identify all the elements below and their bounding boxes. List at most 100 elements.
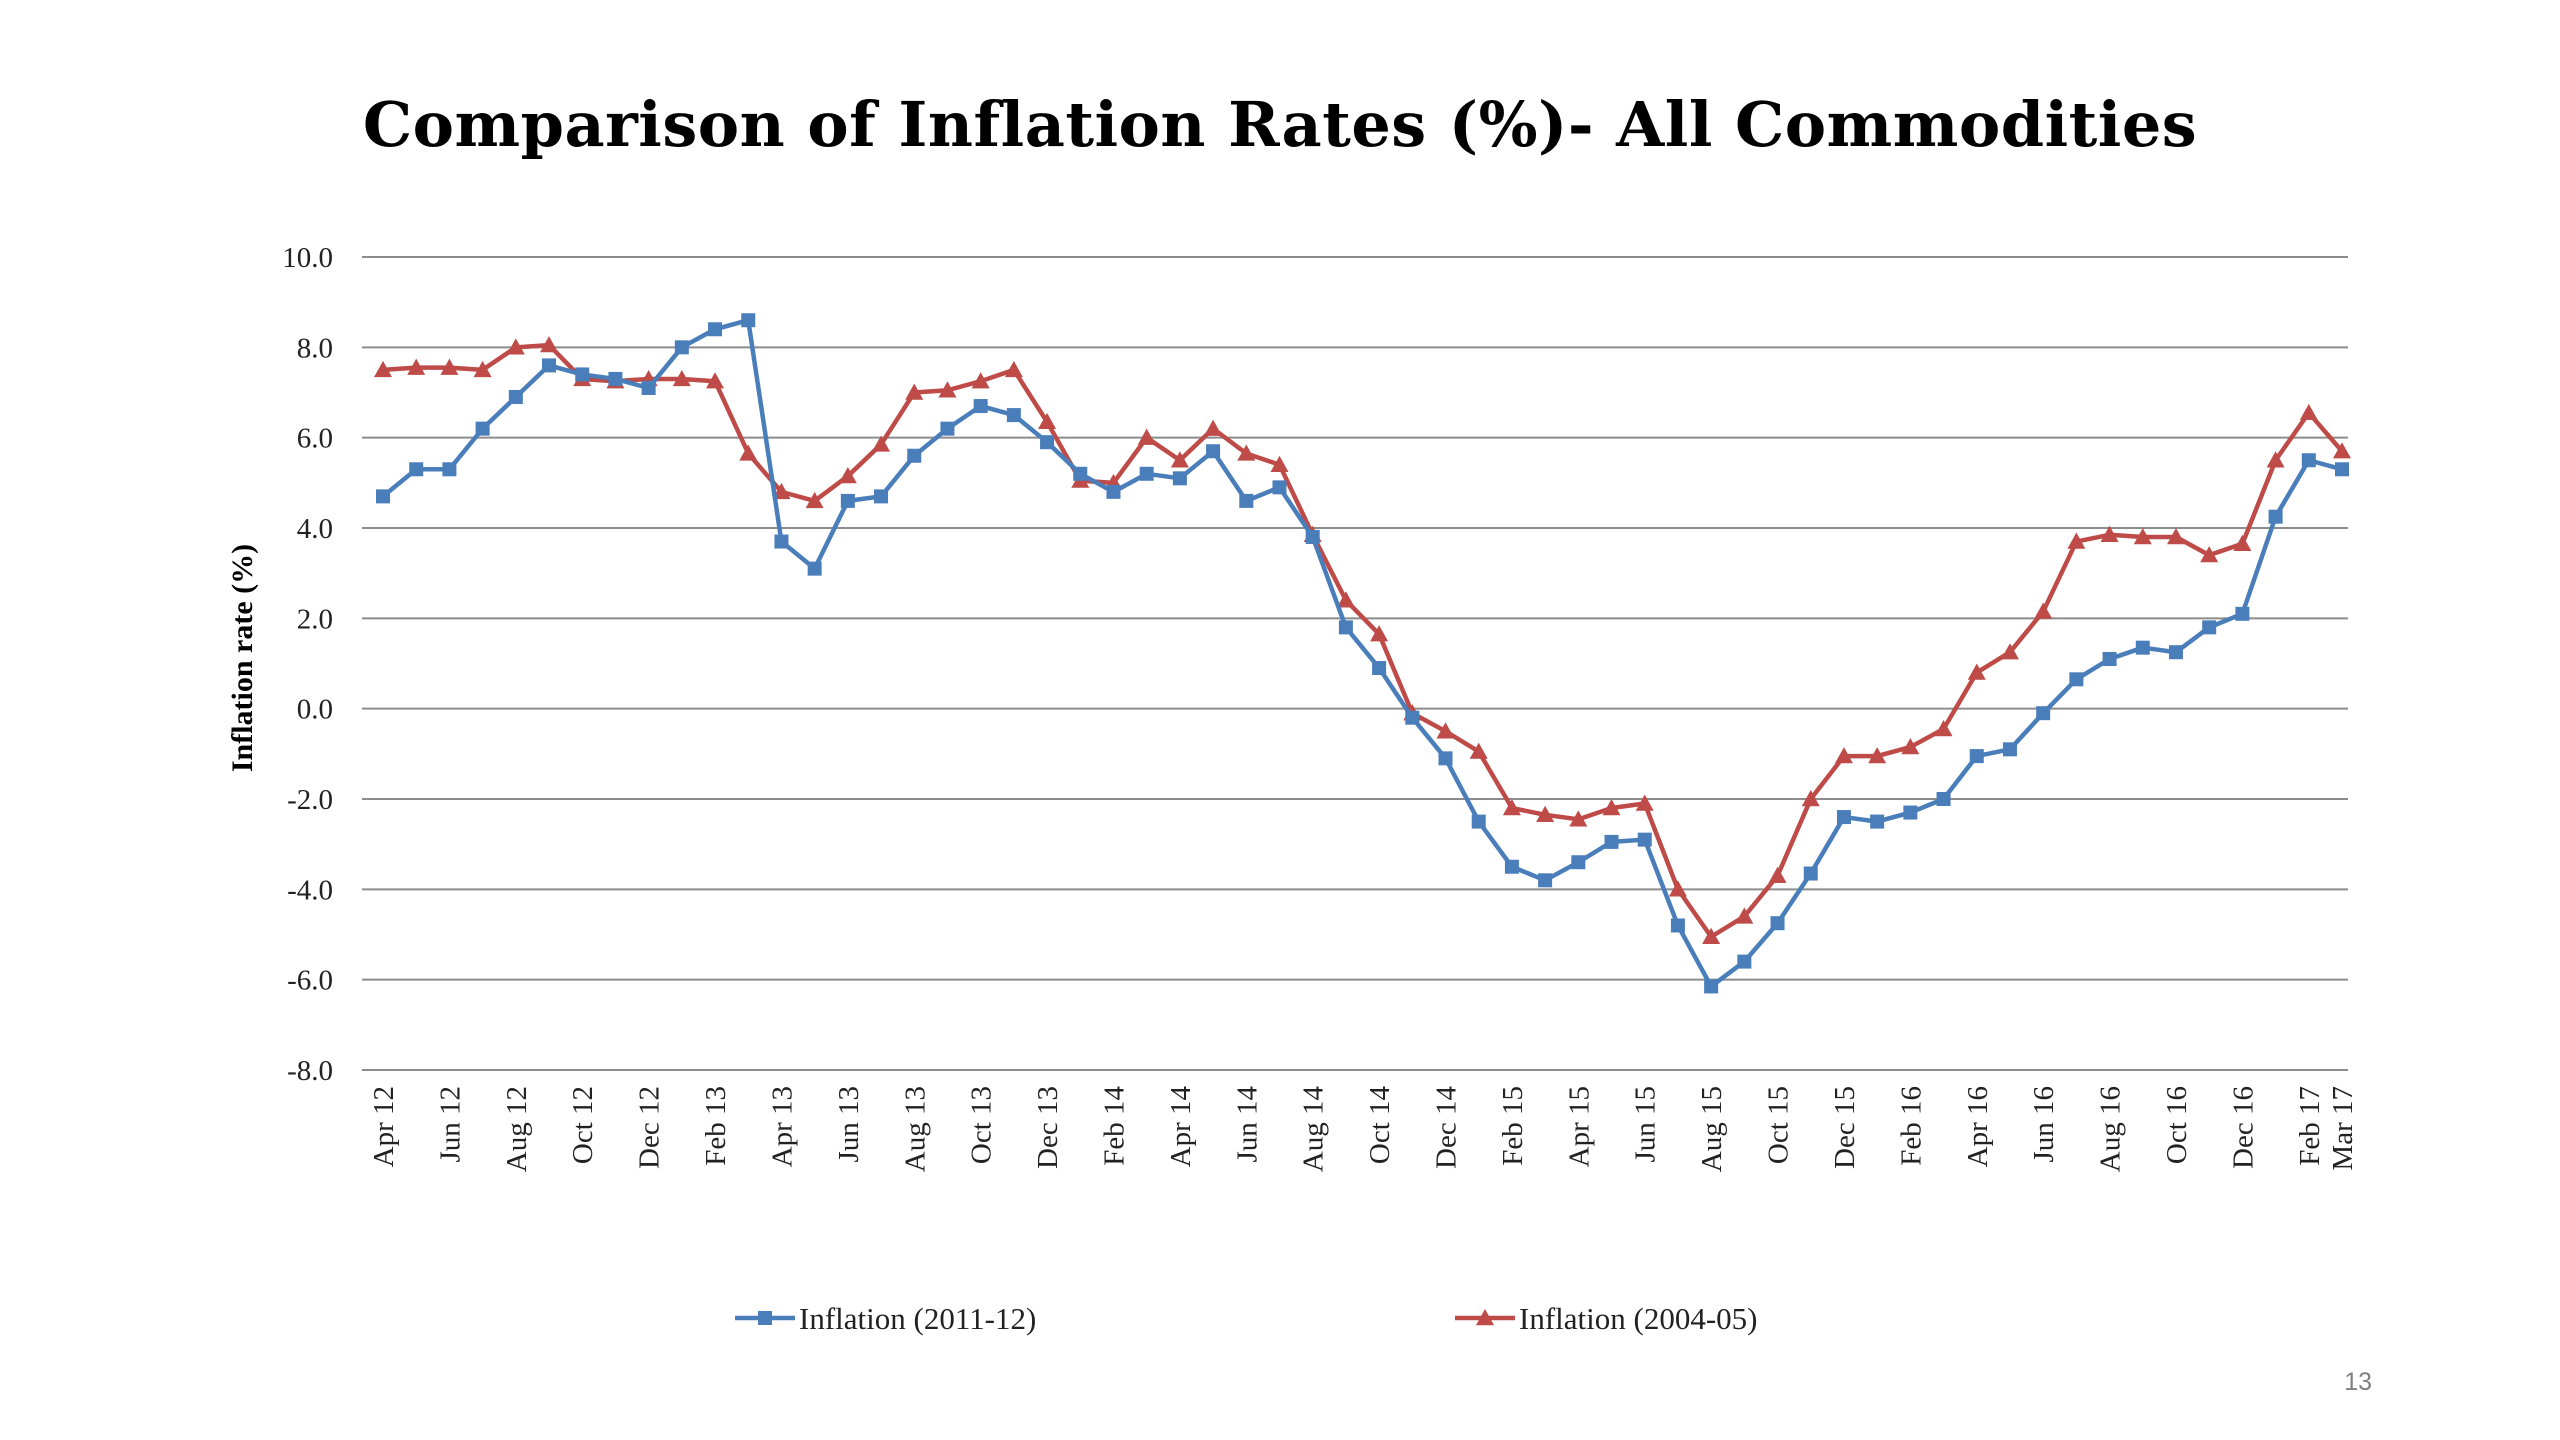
data-point — [2301, 453, 2316, 468]
y-tick-label: 4.0 — [297, 513, 333, 545]
data-point — [940, 421, 955, 436]
data-point — [971, 372, 990, 389]
x-tick-label: Aug 14 — [1298, 1086, 1330, 1173]
data-point — [1471, 814, 1486, 829]
x-tick-label: Oct 13 — [966, 1086, 998, 1164]
data-point — [2233, 534, 2252, 552]
y-tick-label: -4.0 — [287, 874, 333, 906]
y-tick-label: 10.0 — [282, 242, 333, 274]
data-point — [1834, 747, 1853, 764]
y-tick-label: 6.0 — [297, 423, 333, 455]
x-tick-label: Aug 13 — [899, 1086, 931, 1172]
legend: Inflation (2011-12) Inflation (2004-05) — [735, 1301, 1757, 1336]
x-tick-label: Feb 14 — [1098, 1086, 1130, 1166]
x-tick-label: Oct 12 — [567, 1086, 599, 1164]
x-tick-label: Jun 15 — [1630, 1086, 1662, 1163]
x-tick-label: Oct 16 — [2161, 1086, 2193, 1164]
data-point — [1604, 834, 1619, 849]
x-tick-label: Mar 17 — [2327, 1086, 2359, 1171]
data-point — [1172, 471, 1187, 486]
data-point — [1476, 1309, 1494, 1326]
data-point — [1836, 810, 1851, 825]
data-point — [1206, 444, 1221, 459]
data-point — [2235, 606, 2250, 621]
x-tick-label: Apr 15 — [1563, 1086, 1595, 1167]
data-point — [2200, 546, 2219, 563]
data-point — [1504, 859, 1519, 874]
x-tick-label: Apr 12 — [368, 1086, 400, 1167]
data-point — [1571, 855, 1586, 870]
x-axis-ticks: Apr 12 Jun 12 Aug 12 Oct 12 Dec 12 Feb 13 Apr … — [368, 1086, 2359, 1173]
data-point — [2166, 528, 2185, 545]
data-point — [2100, 525, 2119, 542]
data-point — [1768, 866, 1787, 883]
data-point — [1668, 880, 1687, 897]
x-tick-label: Aug 15 — [1696, 1086, 1728, 1172]
data-point — [2135, 640, 2150, 655]
data-point — [1139, 466, 1154, 481]
legend-label: Inflation (2004-05) — [1519, 1301, 1757, 1336]
data-point — [1170, 451, 1189, 468]
data-point — [1370, 625, 1389, 642]
data-point — [1239, 493, 1254, 508]
data-point — [1469, 742, 1488, 759]
data-point — [440, 358, 459, 375]
x-tick-label: Aug 12 — [501, 1086, 533, 1172]
x-tick-label: Aug 16 — [2095, 1086, 2127, 1172]
x-tick-label: Feb 16 — [1895, 1086, 1927, 1166]
data-point — [1969, 749, 1984, 764]
data-point — [1270, 455, 1289, 472]
x-tick-label: Oct 14 — [1364, 1086, 1396, 1165]
data-point — [1004, 360, 1023, 378]
data-point — [672, 369, 691, 387]
x-tick-label: Apr 14 — [1165, 1086, 1197, 1168]
data-point — [1803, 866, 1818, 881]
data-point — [475, 421, 490, 436]
data-point — [2168, 645, 2183, 660]
data-point — [907, 448, 922, 463]
data-point — [2268, 509, 2283, 524]
data-point — [758, 1311, 772, 1325]
x-tick-label: Feb 15 — [1497, 1086, 1529, 1166]
data-point — [1405, 710, 1420, 725]
data-point — [1106, 484, 1121, 499]
data-point — [2036, 706, 2051, 721]
data-point — [1438, 751, 1453, 766]
x-tick-label: Feb 13 — [700, 1086, 732, 1166]
data-point — [508, 390, 523, 405]
series-line — [382, 342, 2344, 940]
data-point — [2333, 442, 2351, 459]
chart-title: Comparison of Inflation Rates (%)- All C… — [362, 88, 2198, 161]
data-point — [973, 399, 988, 414]
data-point — [1602, 799, 1621, 816]
data-point — [2102, 651, 2117, 666]
data-point — [1006, 408, 1021, 423]
x-tick-label: Jun 12 — [434, 1086, 466, 1163]
y-tick-label: -2.0 — [287, 784, 333, 816]
x-tick-label: Oct 15 — [1763, 1086, 1795, 1164]
data-point — [2266, 451, 2285, 468]
x-tick-label: Dec 12 — [634, 1086, 666, 1169]
data-point — [608, 371, 623, 386]
data-point — [1936, 792, 1951, 806]
series-line — [381, 317, 2343, 989]
x-tick-label: Feb 17 — [2294, 1086, 2326, 1166]
data-point — [2133, 528, 2152, 545]
data-point — [1702, 927, 1721, 944]
x-tick-label: Dec 14 — [1431, 1086, 1463, 1169]
data-point — [2034, 602, 2053, 619]
data-point — [2335, 462, 2349, 477]
data-point — [774, 534, 789, 549]
data-point — [575, 367, 590, 382]
data-point — [2202, 620, 2217, 635]
data-point — [1336, 591, 1355, 608]
data-point — [1770, 916, 1785, 931]
data-point — [1272, 480, 1287, 495]
y-tick-label: -8.0 — [287, 1055, 333, 1087]
series-1 — [374, 336, 2351, 944]
data-point — [2299, 403, 2318, 421]
data-point — [2000, 643, 2019, 660]
data-point — [442, 462, 457, 477]
data-point — [506, 338, 525, 355]
